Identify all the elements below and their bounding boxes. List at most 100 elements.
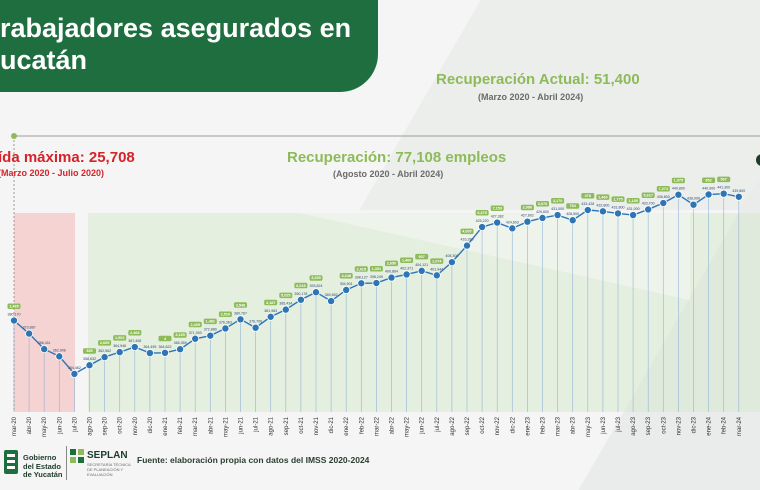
data-point <box>568 216 577 225</box>
monthly-change-label: 5,617 <box>643 193 653 197</box>
monthly-change-box <box>264 299 278 306</box>
data-value-label: 416,280 <box>461 238 474 242</box>
monthly-change-label: 507 <box>721 178 727 182</box>
monthly-change-box <box>279 292 293 299</box>
x-tick-label: ago-20 <box>88 416 94 435</box>
data-point <box>70 369 79 378</box>
x-tick-label: dic-20 <box>148 416 154 433</box>
recovery-period: (Agosto 2020 - Abril 2024) <box>333 169 444 179</box>
data-point <box>508 224 517 233</box>
x-tick-label: dic-23 <box>692 416 698 433</box>
data-point <box>327 297 336 306</box>
x-tick-label: feb-22 <box>359 416 365 434</box>
monthly-change-box <box>671 177 685 184</box>
monthly-change-label: 1,775 <box>613 197 623 201</box>
monthly-change-label: 7,153 <box>492 207 502 211</box>
monthly-change-box <box>520 204 534 211</box>
x-tick-label: sep-23 <box>646 416 652 435</box>
data-value-label: 398,127 <box>355 275 368 279</box>
chart-title: rabajadores asegurados en ucatán <box>0 13 352 75</box>
monthly-change-box <box>551 198 565 204</box>
monthly-change-box <box>430 258 444 264</box>
max-drop-label: ída máxima: 25,708 <box>0 149 135 166</box>
monthly-change-label: 2,510 <box>221 312 231 316</box>
monthly-change-label: 1,481 <box>206 320 216 324</box>
x-tick-label: abr-22 <box>390 416 396 434</box>
data-value-label: 401,944 <box>430 267 443 271</box>
data-point <box>674 190 683 199</box>
data-value-label: 389,552 <box>325 293 338 297</box>
monthly-change-box <box>702 177 716 184</box>
monthly-change-box <box>173 332 187 338</box>
data-point <box>266 312 275 321</box>
data-value-label: 376,363 <box>219 320 232 324</box>
data-value-label: 394,901 <box>340 282 353 286</box>
monthly-change-label: 3,165 <box>175 333 185 337</box>
monthly-change-box <box>460 228 474 235</box>
data-value-label: 427,802 <box>521 214 534 218</box>
seplan-name: SEPLAN <box>87 450 128 461</box>
monthly-change-box <box>536 200 549 207</box>
monthly-change-box <box>218 311 232 317</box>
monthly-change-label: 3,248 <box>341 274 351 278</box>
data-point <box>659 199 668 208</box>
recovery-label: Recuperación: 77,108 empleos <box>287 149 507 166</box>
logo-divider <box>66 446 67 480</box>
data-value-label: 440,900 <box>702 187 715 191</box>
monthly-change-box <box>475 210 489 216</box>
x-tick-label: dic-22 <box>510 416 516 433</box>
x-tick-label: feb-21 <box>178 416 184 434</box>
x-tick-label: sep-20 <box>103 416 109 435</box>
data-value-label: 366,411 <box>38 341 51 345</box>
data-point <box>100 353 109 362</box>
x-tick-label: jul-21 <box>254 416 260 432</box>
data-value-label: 366,359 <box>174 341 187 345</box>
x-tick-label: may-21 <box>223 416 229 437</box>
state-seal-icon <box>4 450 18 474</box>
x-tick-label: jun-23 <box>601 416 607 434</box>
x-tick-label: nov-21 <box>314 416 320 435</box>
recovery-current-period: (Marzo 2020 - Abril 2024) <box>478 92 584 102</box>
x-tick-label: feb-23 <box>541 416 547 434</box>
x-tick-label: jul-22 <box>435 416 441 432</box>
data-value-label: 424,603 <box>506 220 519 224</box>
x-tick-label: nov-20 <box>133 416 139 435</box>
data-point <box>447 258 456 267</box>
x-tick-label: ene-21 <box>163 416 169 435</box>
data-value-label: 427,382 <box>491 215 504 219</box>
monthly-change-label: 1,460 <box>402 258 412 262</box>
data-point <box>160 348 169 357</box>
x-tick-label: nov-22 <box>495 416 501 435</box>
monthly-change-label: 525 <box>86 349 92 353</box>
monthly-change-label: 4 <box>164 337 167 341</box>
x-tick-label: jun-21 <box>239 416 245 434</box>
data-value-label: 431,800 <box>612 205 625 209</box>
monthly-change-label: 3,209 <box>311 276 321 280</box>
data-value-label: 433,428 <box>581 202 594 206</box>
data-value-label: 436,000 <box>687 197 700 201</box>
monthly-change-box <box>158 335 172 342</box>
footer: Gobierno del Estado de Yucatán SEPLAN SE… <box>0 440 760 490</box>
monthly-change-label: 3,070 <box>538 202 548 206</box>
monthly-change-label: 1,074 <box>432 259 442 263</box>
recovery-region-highlight <box>300 213 690 300</box>
x-tick-label: abr-20 <box>27 416 33 434</box>
x-tick-label: jun-20 <box>57 416 63 434</box>
data-value-label: 376,706 <box>249 320 262 324</box>
government-logo: Gobierno del Estado de Yucatán <box>3 448 62 486</box>
data-value-label: 381,983 <box>264 309 277 313</box>
data-value-label: 425,220 <box>476 219 489 223</box>
x-tick-label: oct-20 <box>118 416 124 433</box>
data-value-label: 408,300 <box>445 254 458 258</box>
monthly-change-box <box>113 335 127 341</box>
data-point <box>85 361 94 370</box>
x-tick-label: ago-21 <box>269 416 275 435</box>
data-value-label: 354,462 <box>68 366 81 370</box>
x-tick-label: nov-23 <box>676 416 682 435</box>
monthly-change-label: 7,274 <box>659 187 669 191</box>
monthly-change-label: 2,015 <box>357 267 367 271</box>
x-tick-label: ene-23 <box>525 416 531 435</box>
x-tick-label: ene-24 <box>707 416 713 435</box>
monthly-change-box <box>611 196 625 202</box>
